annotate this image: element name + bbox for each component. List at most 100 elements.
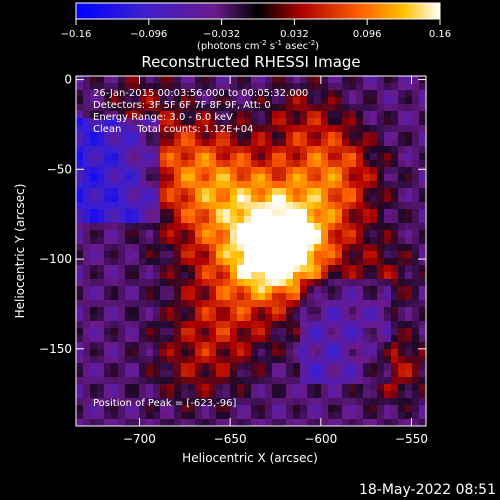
heatmap-cell [104, 195, 112, 203]
heatmap-cell [272, 146, 280, 154]
heatmap-cell [377, 293, 385, 301]
heatmap-cell [300, 335, 308, 343]
heatmap-cell [146, 153, 154, 161]
heatmap-cell [251, 342, 259, 350]
heatmap-cell [307, 209, 315, 217]
heatmap-cell [90, 370, 98, 378]
heatmap-cell [391, 307, 399, 315]
heatmap-cell [342, 398, 350, 406]
heatmap-cell [195, 391, 203, 399]
heatmap-cell [160, 363, 168, 371]
heatmap-cell [279, 174, 287, 182]
heatmap-cell [377, 349, 385, 357]
heatmap-cell [153, 405, 161, 413]
heatmap-cell [279, 181, 287, 189]
heatmap-cell [342, 286, 350, 294]
heatmap-cell [384, 314, 392, 322]
heatmap-cell [237, 244, 245, 252]
heatmap-cell [384, 132, 392, 140]
heatmap-cell [83, 370, 91, 378]
heatmap-cell [125, 321, 133, 329]
heatmap-cell [286, 307, 294, 315]
heatmap-cell [342, 321, 350, 329]
heatmap-cell [90, 209, 98, 217]
heatmap-cell [223, 321, 231, 329]
heatmap-cell [314, 244, 322, 252]
heatmap-cell [237, 272, 245, 280]
heatmap-cell [251, 76, 259, 84]
heatmap-cell [153, 181, 161, 189]
heatmap-cell [202, 167, 210, 175]
x-axis-ticks: −700 −650 −600 −550 [123, 76, 428, 446]
heatmap-cell [76, 153, 84, 161]
heatmap-cell [405, 384, 413, 392]
heatmap-cell [391, 356, 399, 364]
heatmap-cell [314, 202, 322, 210]
heatmap-cell [335, 314, 343, 322]
heatmap-cell [321, 321, 329, 329]
heatmap-cell [90, 76, 98, 84]
heatmap-cell [90, 412, 98, 420]
heatmap-cell [132, 174, 140, 182]
heatmap-cell [335, 90, 343, 98]
heatmap-cell [230, 328, 238, 336]
heatmap-cell [251, 244, 259, 252]
heatmap-cell [223, 314, 231, 322]
heatmap-cell [279, 97, 287, 105]
heatmap-cell [195, 300, 203, 308]
heatmap-cell [237, 76, 245, 84]
heatmap-cell [265, 223, 273, 231]
heatmap-cell [342, 335, 350, 343]
heatmap-cell [293, 314, 301, 322]
heatmap-cell [202, 258, 210, 266]
colorbar-units-part1: (photons cm [197, 41, 260, 52]
heatmap-cell [342, 111, 350, 119]
heatmap-cell [181, 125, 189, 133]
heatmap-cell [384, 118, 392, 126]
heatmap-cell [405, 335, 413, 343]
heatmap-cell [258, 419, 266, 426]
heatmap-cell [174, 181, 182, 189]
heatmap-cell [223, 167, 231, 175]
heatmap-cell [167, 279, 175, 287]
heatmap-cell [391, 286, 399, 294]
heatmap-cell [244, 216, 252, 224]
heatmap-cell [342, 153, 350, 161]
heatmap-cell [97, 419, 105, 426]
heatmap-cell [314, 188, 322, 196]
heatmap-cell [237, 160, 245, 168]
heatmap-cell [153, 258, 161, 266]
heatmap-cell [90, 167, 98, 175]
heatmap-cell [132, 398, 140, 406]
heatmap-cell [125, 181, 133, 189]
heatmap-cell [335, 279, 343, 287]
heatmap-cell [195, 202, 203, 210]
heatmap-cell [398, 216, 406, 224]
heatmap-cell [384, 167, 392, 175]
heatmap-cell [174, 251, 182, 259]
heatmap-cell [244, 279, 252, 287]
heatmap-cell [384, 300, 392, 308]
heatmap-cell [293, 188, 301, 196]
heatmap-cell [83, 321, 91, 329]
heatmap-cell [251, 258, 259, 266]
heatmap-cell [300, 153, 308, 161]
heatmap-cell [377, 223, 385, 231]
heatmap-cell [314, 181, 322, 189]
heatmap-cell [237, 125, 245, 133]
heatmap-cell [237, 363, 245, 371]
heatmap-cell [104, 216, 112, 224]
heatmap-cell [125, 405, 133, 413]
heatmap-cell [202, 293, 210, 301]
heatmap-cell [398, 335, 406, 343]
heatmap-cell [370, 174, 378, 182]
heatmap-cell [258, 160, 266, 168]
heatmap-cell [286, 125, 294, 133]
heatmap-cell [188, 293, 196, 301]
heatmap-cell [356, 363, 364, 371]
heatmap-cell [174, 153, 182, 161]
heatmap-cell [349, 83, 357, 91]
heatmap-cell [314, 398, 322, 406]
heatmap-cell [314, 342, 322, 350]
heatmap-cell [293, 216, 301, 224]
